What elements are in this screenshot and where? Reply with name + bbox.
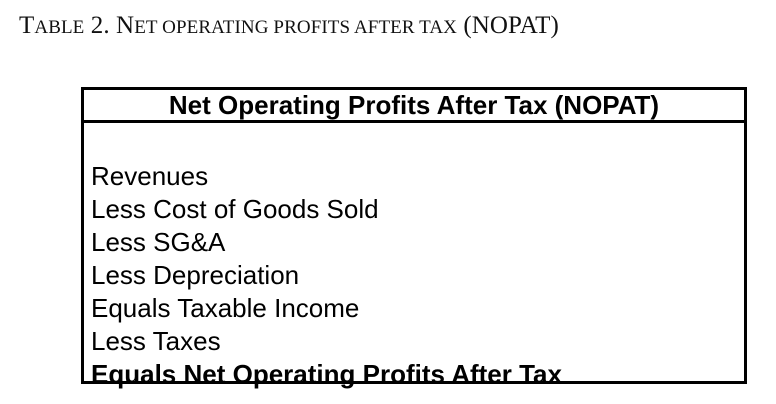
table-row-taxes: Less Taxes xyxy=(91,326,221,356)
table-row-sga: Less SG&A xyxy=(91,227,226,257)
table-body: Revenues Less Cost of Goods Sold Less SG… xyxy=(84,123,744,391)
table-row-nopat: Equals Net Operating Profits After Tax xyxy=(91,359,562,389)
table-header: Net Operating Profits After Tax (NOPAT) xyxy=(84,90,744,123)
nopat-table: Net Operating Profits After Tax (NOPAT) … xyxy=(81,87,747,389)
caption-lead-letter: T xyxy=(19,12,35,39)
table-caption: TABLE 2. NET OPERATING PROFITS AFTER TAX… xyxy=(19,11,559,43)
table-row-depreciation: Less Depreciation xyxy=(91,260,300,290)
caption-number: 2. xyxy=(84,12,117,39)
caption-lead-rest: ABLE xyxy=(34,17,85,38)
table-row-cogs: Less Cost of Goods Sold xyxy=(91,194,379,224)
caption-abbrev: (NOPAT) xyxy=(456,12,559,39)
caption-title-initial: N xyxy=(116,12,135,39)
caption-title-rest: ET OPERATING PROFITS AFTER TAX xyxy=(134,17,457,38)
table-row-taxable-income: Equals Taxable Income xyxy=(91,293,360,323)
table-row-revenues: Revenues xyxy=(91,161,209,191)
